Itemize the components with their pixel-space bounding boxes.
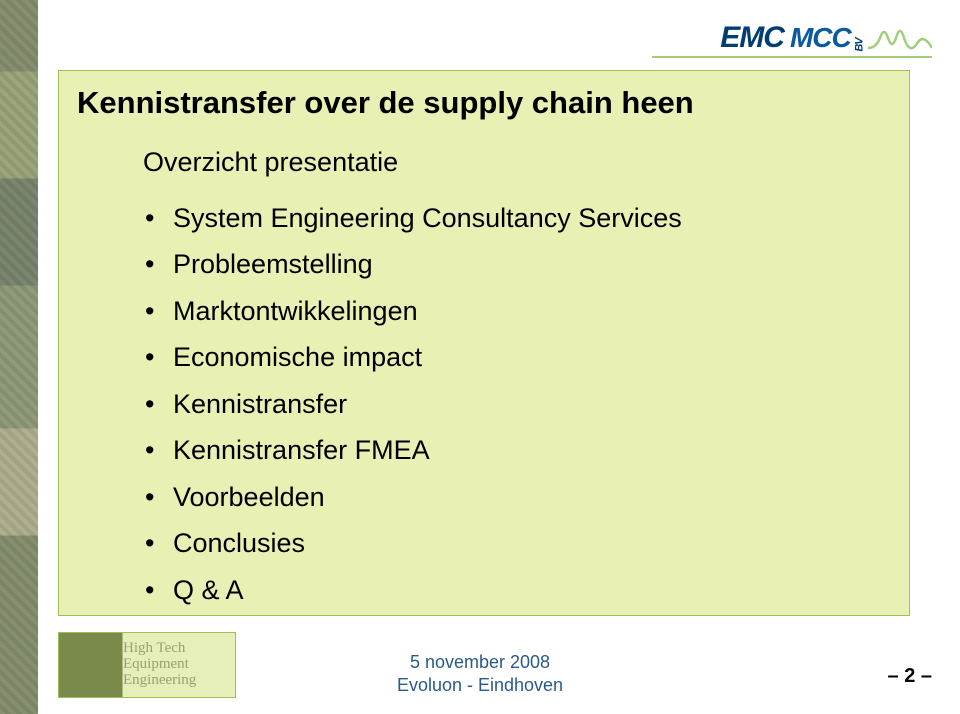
left-decorative-strip [0, 0, 38, 714]
page-number: – 2 – [888, 665, 932, 688]
logo-text-emc: EMC [720, 21, 784, 55]
footer-left-line3: Engineering [123, 673, 196, 689]
list-item: Voorbeelden [145, 479, 899, 515]
list-item: Economische impact [145, 339, 899, 375]
logo-text-bv: BV [853, 38, 865, 51]
list-item: System Engineering Consultancy Services [145, 200, 899, 236]
logo-text-mcc: MCC [790, 22, 851, 54]
footer-left-text: High Tech Equipment Engineering [123, 641, 196, 688]
logo-underline [652, 56, 932, 58]
presentation-slide: EMC MCC BV Kennistransfer over de supply… [0, 0, 960, 714]
list-item: Q & A [145, 572, 899, 608]
footer-center: 5 november 2008 Evoluon - Eindhoven [397, 651, 563, 696]
footer-date: 5 november 2008 [397, 651, 563, 674]
company-logo: EMC MCC BV [720, 18, 932, 58]
list-item: Probleemstelling [145, 246, 899, 282]
bullet-list: System Engineering Consultancy Services … [145, 200, 899, 608]
footer-location: Evoluon - Eindhoven [397, 674, 563, 697]
footer-left-line2: Equipment [123, 657, 196, 673]
list-item: Marktontwikkelingen [145, 293, 899, 329]
slide-title: Kennistransfer over de supply chain heen [77, 85, 899, 121]
logo-wave-icon [868, 18, 932, 58]
list-item: Kennistransfer FMEA [145, 432, 899, 468]
slide-subtitle: Overzicht presentatie [143, 147, 899, 178]
list-item: Conclusies [145, 525, 899, 561]
content-panel: Kennistransfer over de supply chain heen… [58, 70, 910, 616]
list-item: Kennistransfer [145, 386, 899, 422]
footer-left-line1: High Tech [123, 641, 196, 657]
footer-left-box: High Tech Equipment Engineering [58, 632, 236, 698]
